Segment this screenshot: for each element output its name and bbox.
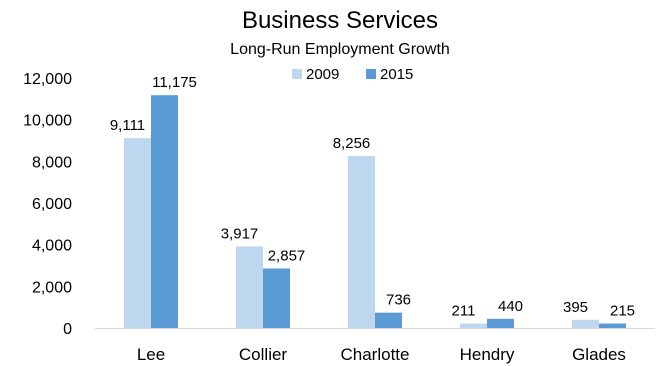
y-tick-label: 0 <box>63 321 72 338</box>
x-tick-label: Charlotte <box>341 345 410 364</box>
y-tick-label: 10,000 <box>23 113 72 130</box>
chart-title: Business Services <box>242 7 438 34</box>
y-tick-label: 12,000 <box>23 71 72 88</box>
data-label: 736 <box>386 292 411 309</box>
y-tick-label: 4,000 <box>32 238 72 255</box>
x-tick-label: Collier <box>239 345 288 364</box>
bar-lee-2015 <box>151 95 178 328</box>
data-label: 2,857 <box>268 247 306 264</box>
x-tick-label: Lee <box>137 345 165 364</box>
data-label: 3,917 <box>221 225 259 242</box>
y-tick-label: 6,000 <box>32 196 72 213</box>
bar-lee-2009 <box>124 138 151 328</box>
bar-glades-2009 <box>572 319 599 328</box>
x-axis: Lee Collier Charlotte Hendry Glades <box>95 328 655 364</box>
data-label: 215 <box>610 303 635 320</box>
legend: 2009 2015 <box>292 66 413 83</box>
bar-glades-2015 <box>599 323 626 328</box>
x-tick-label: Hendry <box>460 345 515 364</box>
legend-label-2015: 2015 <box>380 66 413 83</box>
y-tick-label: 8,000 <box>32 154 72 171</box>
data-label: 211 <box>452 303 476 320</box>
y-axis: 0 2,000 4,000 6,000 8,000 10,000 12,000 <box>23 71 72 338</box>
bar-hendry-2009 <box>460 323 487 328</box>
data-label: 395 <box>563 299 588 316</box>
legend-label-2009: 2009 <box>306 66 339 83</box>
y-tick-label: 2,000 <box>32 279 72 296</box>
data-label: 440 <box>498 298 523 315</box>
bars: 9,111 11,175 3,917 2,857 8,256 736 211 440 395 21… <box>110 74 635 328</box>
data-label: 9,111 <box>110 117 145 134</box>
bar-hendry-2015 <box>487 318 514 328</box>
data-label: 11,175 <box>152 74 197 91</box>
bar-charlotte-2009 <box>348 156 375 328</box>
legend-swatch-2009 <box>292 69 302 79</box>
bar-charlotte-2015 <box>375 312 402 328</box>
x-tick-label: Glades <box>572 345 626 364</box>
data-label: 8,256 <box>333 135 371 152</box>
legend-swatch-2015 <box>366 69 376 79</box>
bar-collier-2015 <box>263 268 290 328</box>
chart-subtitle: Long-Run Employment Growth <box>230 41 450 58</box>
bar-collier-2009 <box>236 246 263 328</box>
